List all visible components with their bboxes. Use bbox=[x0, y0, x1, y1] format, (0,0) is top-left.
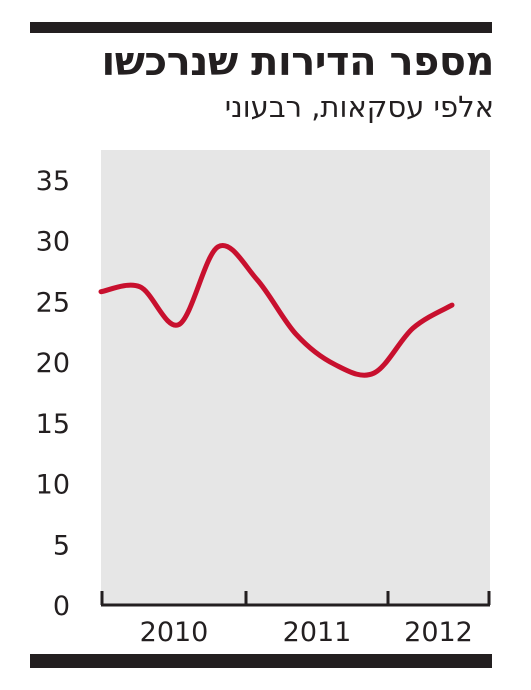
chart-subtitle: אלפי עסקאות, רבעוני bbox=[224, 90, 494, 124]
y-tick-label: 0 bbox=[53, 591, 70, 622]
y-tick-label: 10 bbox=[36, 470, 70, 501]
y-tick-label: 20 bbox=[36, 348, 70, 379]
y-tick-label: 30 bbox=[36, 227, 70, 258]
y-tick-label: 35 bbox=[36, 166, 70, 197]
y-tick-label: 15 bbox=[36, 409, 70, 440]
top-rule bbox=[30, 22, 492, 33]
y-axis-tick-labels: 0 5 10 15 20 25 30 35 bbox=[36, 166, 70, 622]
x-axis: 2010 2011 2012 bbox=[100, 591, 491, 648]
bottom-rule bbox=[30, 654, 492, 668]
chart-title: מספר הדירות שנרכשו bbox=[101, 39, 494, 85]
y-tick-label: 5 bbox=[53, 530, 70, 561]
x-tick-label: 2011 bbox=[283, 617, 352, 648]
x-tick-label: 2010 bbox=[140, 617, 209, 648]
series-line bbox=[98, 243, 455, 378]
x-tick-label: 2012 bbox=[404, 617, 473, 648]
y-tick-label: 25 bbox=[36, 287, 70, 318]
plot-area bbox=[101, 150, 490, 605]
